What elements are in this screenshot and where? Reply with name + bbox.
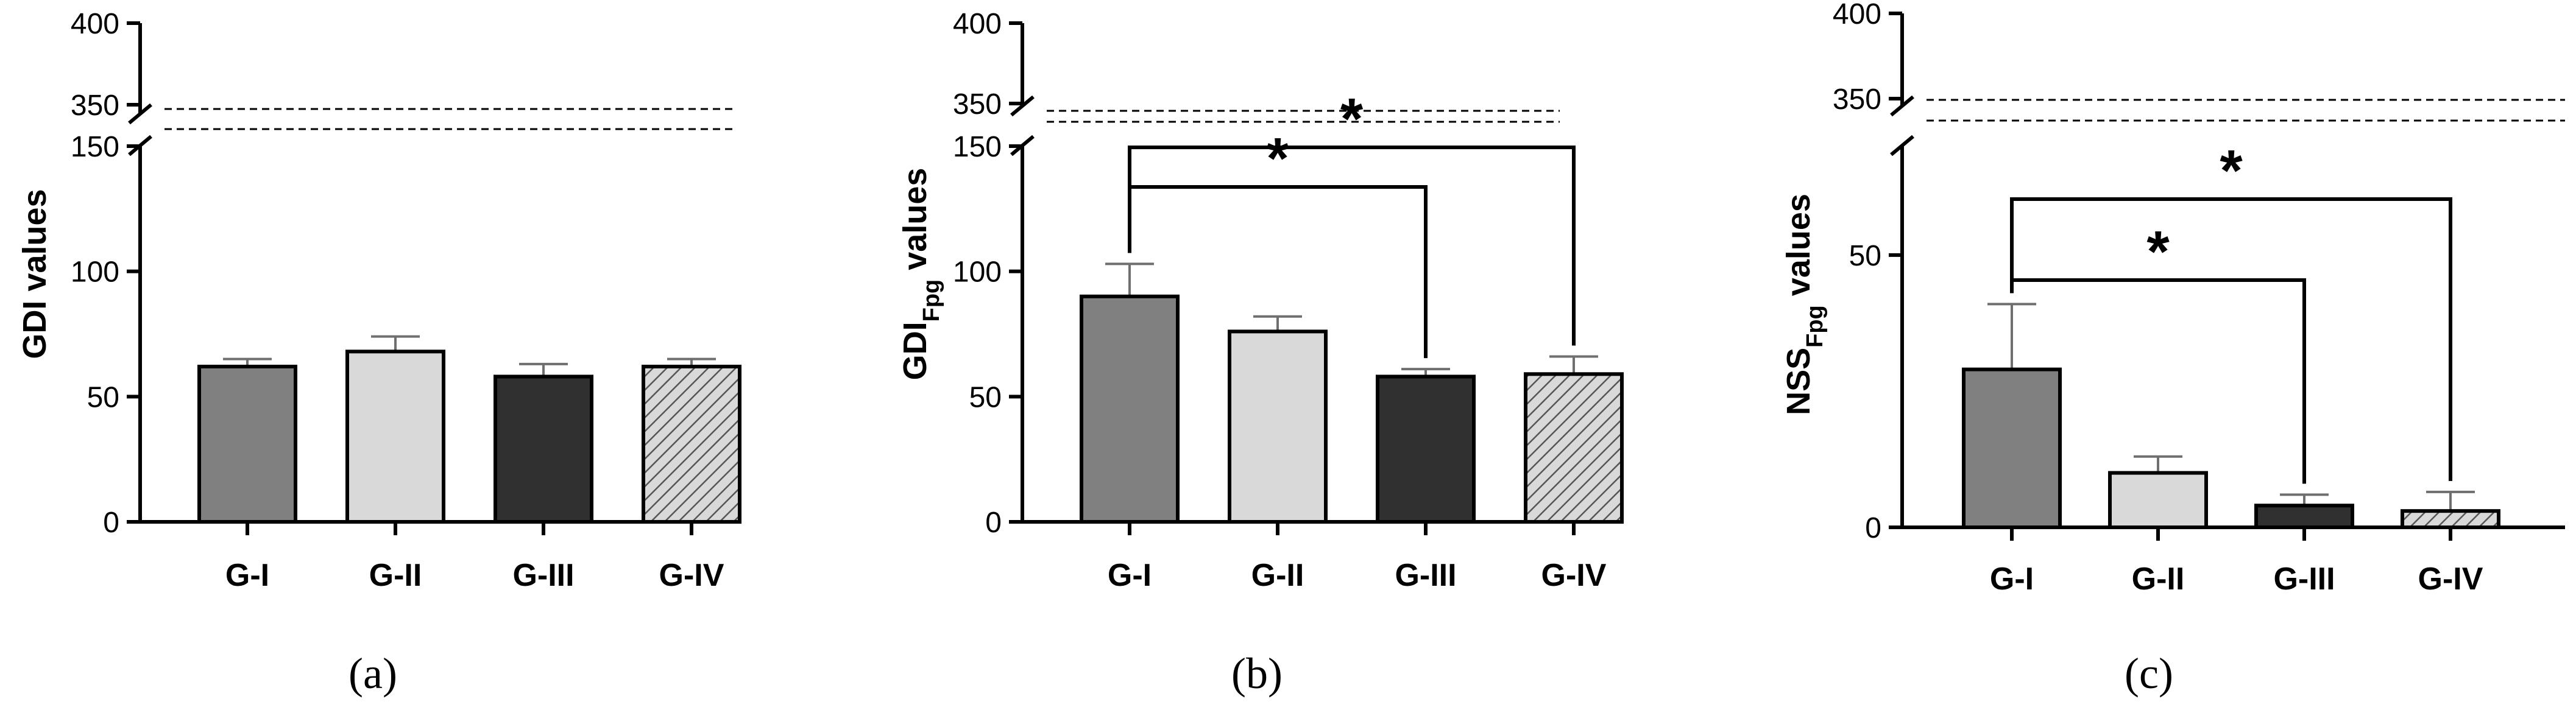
- x-tick-label: G-II: [2132, 561, 2185, 597]
- x-tick-label: G-I: [1990, 561, 2034, 597]
- axis-break-mark: [1010, 95, 1035, 117]
- y-tick-label: 0: [103, 507, 119, 539]
- y-tick-label: 100: [953, 256, 1002, 289]
- panel-label: (a): [349, 649, 397, 698]
- axis-break-mark: [1890, 135, 1914, 156]
- significance-star: *: [2146, 219, 2170, 284]
- bar-g-ii: [1228, 329, 1328, 524]
- y-tick-label: 50: [1849, 240, 1881, 272]
- y-axis-label: GDI values: [16, 189, 53, 359]
- y-tick-label: 50: [969, 381, 1002, 413]
- x-tick-label: G-III: [1395, 558, 1456, 593]
- y-axis-label-rest: values: [897, 168, 933, 279]
- axis-break-mark: [128, 103, 152, 125]
- y-tick-label: 350: [953, 88, 1002, 121]
- axis-break-mark: [1890, 95, 1914, 117]
- y-tick-label: 400: [71, 8, 119, 40]
- y-tick-label: 0: [985, 507, 1002, 539]
- bar-g-iii: [1376, 374, 1476, 524]
- y-axis-label-subscript: Fpg: [919, 279, 944, 322]
- bar-g-iii: [2254, 504, 2354, 530]
- y-tick-label: 400: [1833, 0, 1881, 30]
- bar-g-i: [197, 364, 297, 524]
- y-axis-label-subscript: Fpg: [1802, 305, 1828, 348]
- bar-g-iii: [494, 374, 593, 524]
- significance-bracket: [1128, 146, 1576, 346]
- y-tick-label: 350: [71, 90, 119, 122]
- bar-g-iv: [2401, 509, 2500, 530]
- y-axis-label-main: GDI: [897, 322, 933, 380]
- x-tick-label: G-I: [225, 558, 269, 593]
- chart-panel-1: 0 50 100 150 350 400 G-I G-II G-III G-IV GDI value…: [16, 8, 741, 698]
- y-axis-label: NSSFpg values: [1780, 194, 1828, 415]
- x-tick-label: G-III: [512, 558, 574, 593]
- x-tick-label: G-II: [1251, 558, 1304, 593]
- y-axis-label: GDIFpg values: [897, 168, 944, 381]
- chart-panel-2: 0 50 100 150 350 400 G-I G-II G-III G-IV * * GDIFpg …: [897, 8, 1624, 698]
- y-tick-label: 150: [71, 131, 119, 163]
- y-tick-label: 50: [87, 381, 119, 413]
- x-tick-label: G-IV: [659, 558, 724, 593]
- bar-g-ii: [345, 350, 445, 524]
- y-tick-label: 100: [71, 256, 119, 289]
- x-tick-label: G-IV: [1541, 558, 1607, 593]
- significance-star: *: [1266, 126, 1289, 191]
- y-tick-label: 0: [1865, 512, 1881, 544]
- y-axis-label-rest: values: [1780, 194, 1817, 305]
- y-axis-label-main: NSS: [1780, 348, 1817, 415]
- significance-star: *: [2220, 138, 2243, 203]
- x-tick-label: G-IV: [2418, 561, 2483, 597]
- y-axis-label-main: GDI: [16, 301, 53, 359]
- y-tick-label: 150: [953, 131, 1002, 163]
- x-tick-label: G-II: [369, 558, 422, 593]
- panel-label: (b): [1231, 649, 1283, 698]
- significance-star: *: [1340, 86, 1364, 152]
- y-tick-label: 350: [1833, 83, 1881, 116]
- y-axis-label-rest: values: [16, 189, 53, 300]
- significance-bracket: [2010, 197, 2452, 481]
- y-tick-label: 400: [953, 8, 1002, 40]
- bar-g-i: [1080, 294, 1180, 524]
- bar-g-ii: [2108, 471, 2208, 529]
- bar-g-iv: [1524, 372, 1624, 524]
- chart-panel-3: 0 50 350 400 G-I G-II G-III G-IV * * NSSFpg values…: [1780, 0, 2565, 698]
- x-tick-label: G-III: [2273, 561, 2335, 597]
- x-tick-label: G-I: [1108, 558, 1152, 593]
- bar-g-i: [1962, 367, 2062, 530]
- bar-g-iv: [642, 364, 741, 524]
- panel-label: (c): [2125, 649, 2173, 698]
